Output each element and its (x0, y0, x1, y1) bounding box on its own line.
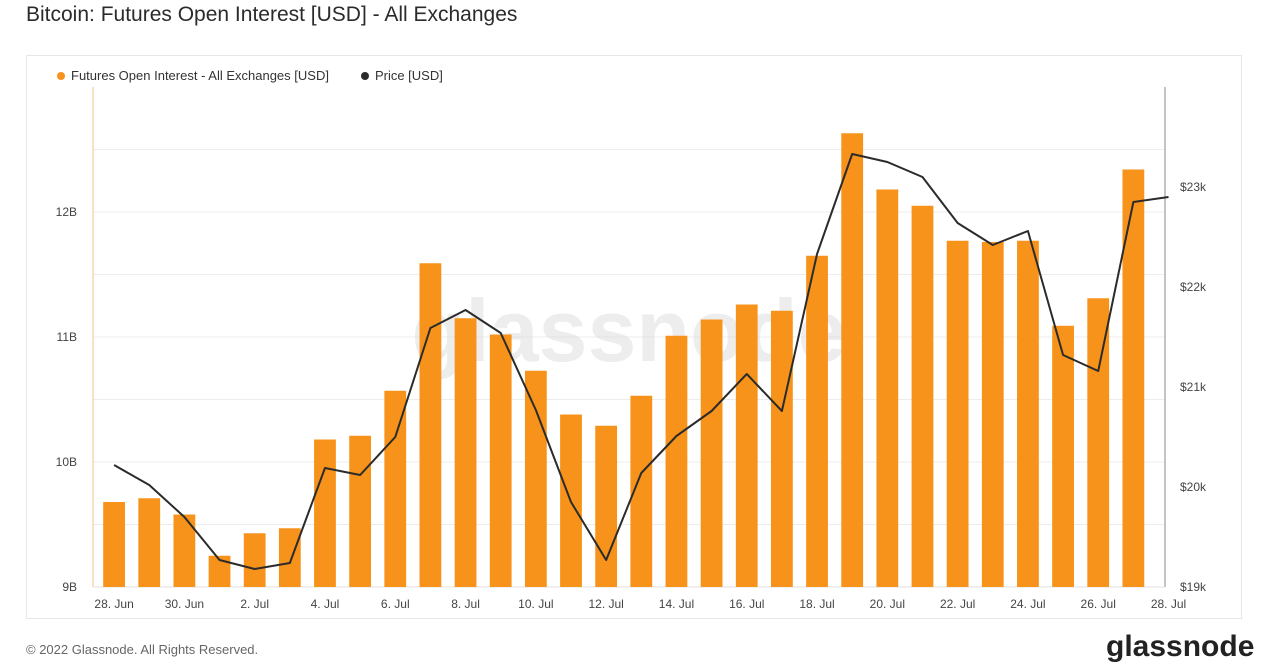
bar-open-interest (981, 242, 1004, 587)
bar-open-interest (700, 319, 723, 587)
x-tick-label: 6. Jul (381, 597, 410, 611)
legend-label-open-interest: Futures Open Interest - All Exchanges [U… (71, 68, 329, 83)
chart-card: Futures Open Interest - All Exchanges [U… (26, 55, 1242, 619)
bar-open-interest (138, 498, 161, 587)
y-left-tick-label: 10B (56, 455, 77, 469)
bar-open-interest (1052, 325, 1074, 587)
bar-open-interest (735, 304, 758, 587)
bar-open-interest (314, 439, 336, 587)
bar-open-interest (841, 133, 864, 587)
x-tick-label: 20. Jul (870, 597, 905, 611)
bar-open-interest (806, 255, 828, 587)
footer-logo: glassnode (1106, 630, 1255, 663)
bar-open-interest (454, 318, 477, 587)
legend-item-open-interest[interactable]: Futures Open Interest - All Exchanges [U… (57, 68, 329, 83)
chart-plot: glassnode9B10B11B12B$19k$20k$21k$22k$23k… (56, 87, 1207, 611)
chart-legend: Futures Open Interest - All Exchanges [U… (57, 68, 443, 83)
bar-open-interest (1122, 169, 1145, 587)
bar-open-interest (770, 310, 793, 587)
bar-open-interest (1017, 240, 1039, 587)
x-tick-label: 10. Jul (518, 597, 553, 611)
x-tick-label: 18. Jul (799, 597, 834, 611)
y-left-tick-label: 12B (56, 205, 77, 219)
x-tick-label: 8. Jul (451, 597, 480, 611)
bar-open-interest (665, 335, 688, 587)
bar-open-interest (208, 555, 231, 587)
legend-label-price: Price [USD] (374, 68, 443, 83)
bar-open-interest (103, 502, 125, 587)
bar-open-interest (595, 425, 618, 587)
legend-item-price[interactable]: Price [USD] (360, 68, 443, 83)
y-right-tick-label: $19k (1180, 580, 1207, 594)
x-tick-label: 26. Jul (1081, 597, 1116, 611)
legend-dot-price (360, 71, 369, 80)
x-tick-label: 22. Jul (940, 597, 975, 611)
bar-open-interest (524, 370, 547, 587)
bar-open-interest (419, 263, 442, 587)
page-title: Bitcoin: Futures Open Interest [USD] - A… (26, 3, 518, 26)
bar-open-interest (243, 533, 266, 587)
bar-open-interest (946, 240, 969, 587)
bar-open-interest (876, 189, 899, 587)
x-tick-label: 16. Jul (729, 597, 764, 611)
y-left-tick-label: 9B (62, 580, 77, 594)
bar-open-interest (278, 528, 301, 587)
x-tick-label: 30. Jun (165, 597, 204, 611)
price-line (113, 153, 1169, 570)
y-right-tick-label: $21k (1180, 380, 1207, 394)
y-left-tick-label: 11B (57, 330, 77, 344)
x-tick-label: 4. Jul (311, 597, 340, 611)
x-tick-label: 24. Jul (1010, 597, 1045, 611)
x-tick-label: 28. Jul (1151, 597, 1186, 611)
y-right-tick-label: $22k (1180, 280, 1207, 294)
footer-copyright: © 2022 Glassnode. All Rights Reserved. (26, 642, 259, 657)
bar-open-interest (1087, 298, 1110, 587)
bar-open-interest (489, 334, 512, 587)
legend-dot-open-interest (57, 71, 65, 80)
y-right-tick-label: $23k (1180, 180, 1207, 194)
bar-open-interest (384, 390, 407, 587)
bar-open-interest (349, 435, 372, 587)
x-tick-label: 12. Jul (588, 597, 623, 611)
bar-open-interest (630, 395, 653, 587)
bar-open-interest (173, 514, 196, 587)
bar-open-interest (911, 205, 934, 587)
x-tick-label: 2. Jul (240, 597, 269, 611)
y-right-tick-label: $20k (1180, 480, 1207, 494)
x-tick-label: 14. Jul (659, 597, 694, 611)
x-tick-label: 28. Jun (94, 597, 133, 611)
